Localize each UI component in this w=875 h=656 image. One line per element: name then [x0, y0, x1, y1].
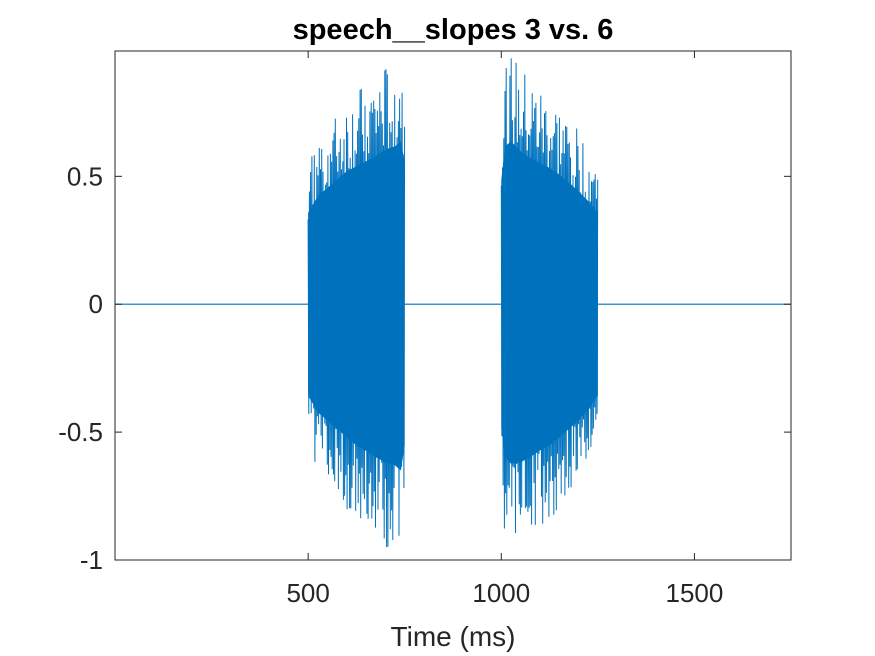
- series-burst-body: [308, 141, 405, 471]
- chart-title: speech__slopes 3 vs. 6: [293, 14, 614, 46]
- axes-box: [114, 50, 792, 561]
- y-tick-label: 0.5: [67, 161, 103, 191]
- x-axis-label: Time (ms): [391, 621, 516, 652]
- axes: 500 1000 1500 -1 -0.5 0 0.5: [58, 50, 792, 608]
- y-tick-label: -1: [80, 545, 103, 575]
- x-tick-label: 500: [286, 578, 329, 608]
- y-tick-label: -0.5: [58, 417, 103, 447]
- y-tick-label: 0: [89, 289, 103, 319]
- x-tick-label: 1000: [472, 578, 530, 608]
- x-tick-label: 1500: [666, 578, 724, 608]
- plot-area: [115, 58, 791, 548]
- series-burst-body: [501, 141, 598, 464]
